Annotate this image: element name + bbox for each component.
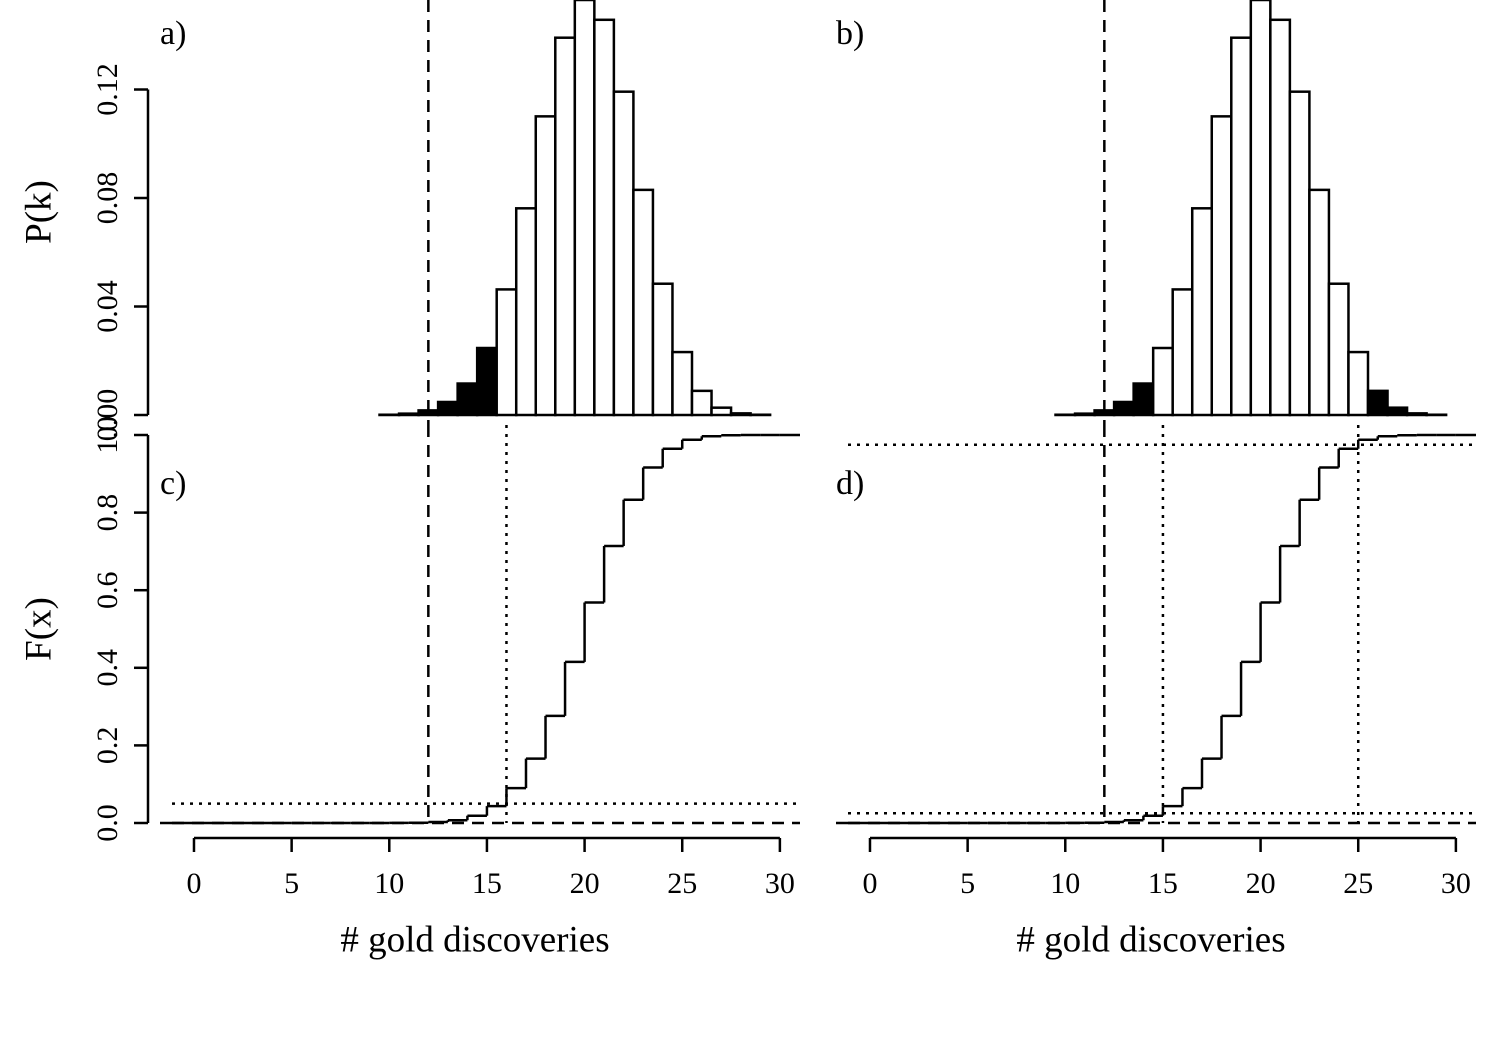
bar — [534, 115, 557, 417]
x-tick-label: 25 — [1343, 867, 1373, 900]
bar — [514, 207, 538, 417]
bar — [1132, 382, 1155, 417]
y-tick-label: 0.12 — [91, 63, 124, 116]
bar — [456, 382, 479, 417]
bar — [436, 400, 459, 417]
x-axis-label: # gold discoveries — [340, 919, 609, 960]
bar — [1249, 0, 1272, 417]
y-tick-label: 0.08 — [91, 172, 124, 225]
bar — [1190, 207, 1214, 417]
x-tick-label: 15 — [1148, 867, 1178, 900]
y-axis-label: P(k) — [18, 180, 59, 244]
bar — [573, 0, 596, 417]
bar — [1210, 115, 1233, 417]
bar — [495, 288, 518, 417]
bar — [1366, 389, 1389, 417]
y-tick-label: 0.2 — [91, 727, 124, 765]
panel-label: b) — [836, 15, 864, 52]
panel-label: a) — [160, 15, 186, 52]
bar — [671, 350, 694, 417]
bar — [1073, 412, 1096, 417]
y-tick-label: 0.6 — [91, 571, 124, 609]
bar — [612, 90, 635, 417]
x-tick-label: 0 — [186, 867, 201, 900]
bar — [632, 188, 655, 417]
bar — [1347, 350, 1370, 417]
bar — [1308, 188, 1331, 417]
bar — [1171, 288, 1194, 417]
bar — [1386, 406, 1409, 417]
bar — [1269, 18, 1292, 417]
x-tick-label: 30 — [1441, 867, 1471, 900]
x-tick-label: 30 — [765, 867, 795, 900]
y-tick-label: 0.0 — [91, 804, 124, 842]
panel-label: c) — [160, 465, 186, 502]
y-tick-label: 0.4 — [91, 649, 124, 687]
y-axis-label: F(x) — [18, 597, 59, 661]
bar — [1112, 400, 1135, 417]
x-tick-label: 10 — [1050, 867, 1080, 900]
bar — [397, 412, 420, 417]
y-tick-label: 0.00 — [91, 389, 124, 442]
x-tick-label: 20 — [570, 867, 600, 900]
bar — [475, 346, 498, 417]
x-tick-label: 5 — [284, 867, 299, 900]
x-tick-label: 0 — [862, 867, 877, 900]
bar — [1405, 412, 1428, 417]
bar — [1327, 282, 1350, 417]
x-axis-label: # gold discoveries — [1016, 919, 1285, 960]
bar — [593, 18, 616, 417]
y-tick-label: 0.8 — [91, 494, 124, 532]
bar — [554, 36, 577, 417]
x-tick-label: 25 — [667, 867, 697, 900]
x-tick-label: 10 — [374, 867, 404, 900]
bar — [651, 282, 674, 417]
y-tick-label: 0.04 — [91, 280, 124, 333]
x-tick-label: 15 — [472, 867, 502, 900]
y-tick-label: 1.0 — [91, 416, 124, 454]
panel-label: d) — [836, 465, 864, 502]
bar — [1151, 346, 1174, 417]
bar — [710, 406, 733, 417]
bar — [729, 412, 752, 417]
x-tick-label: 20 — [1246, 867, 1276, 900]
x-tick-label: 5 — [960, 867, 975, 900]
bar — [1230, 36, 1253, 417]
bar — [1288, 90, 1311, 417]
bar — [690, 389, 713, 417]
